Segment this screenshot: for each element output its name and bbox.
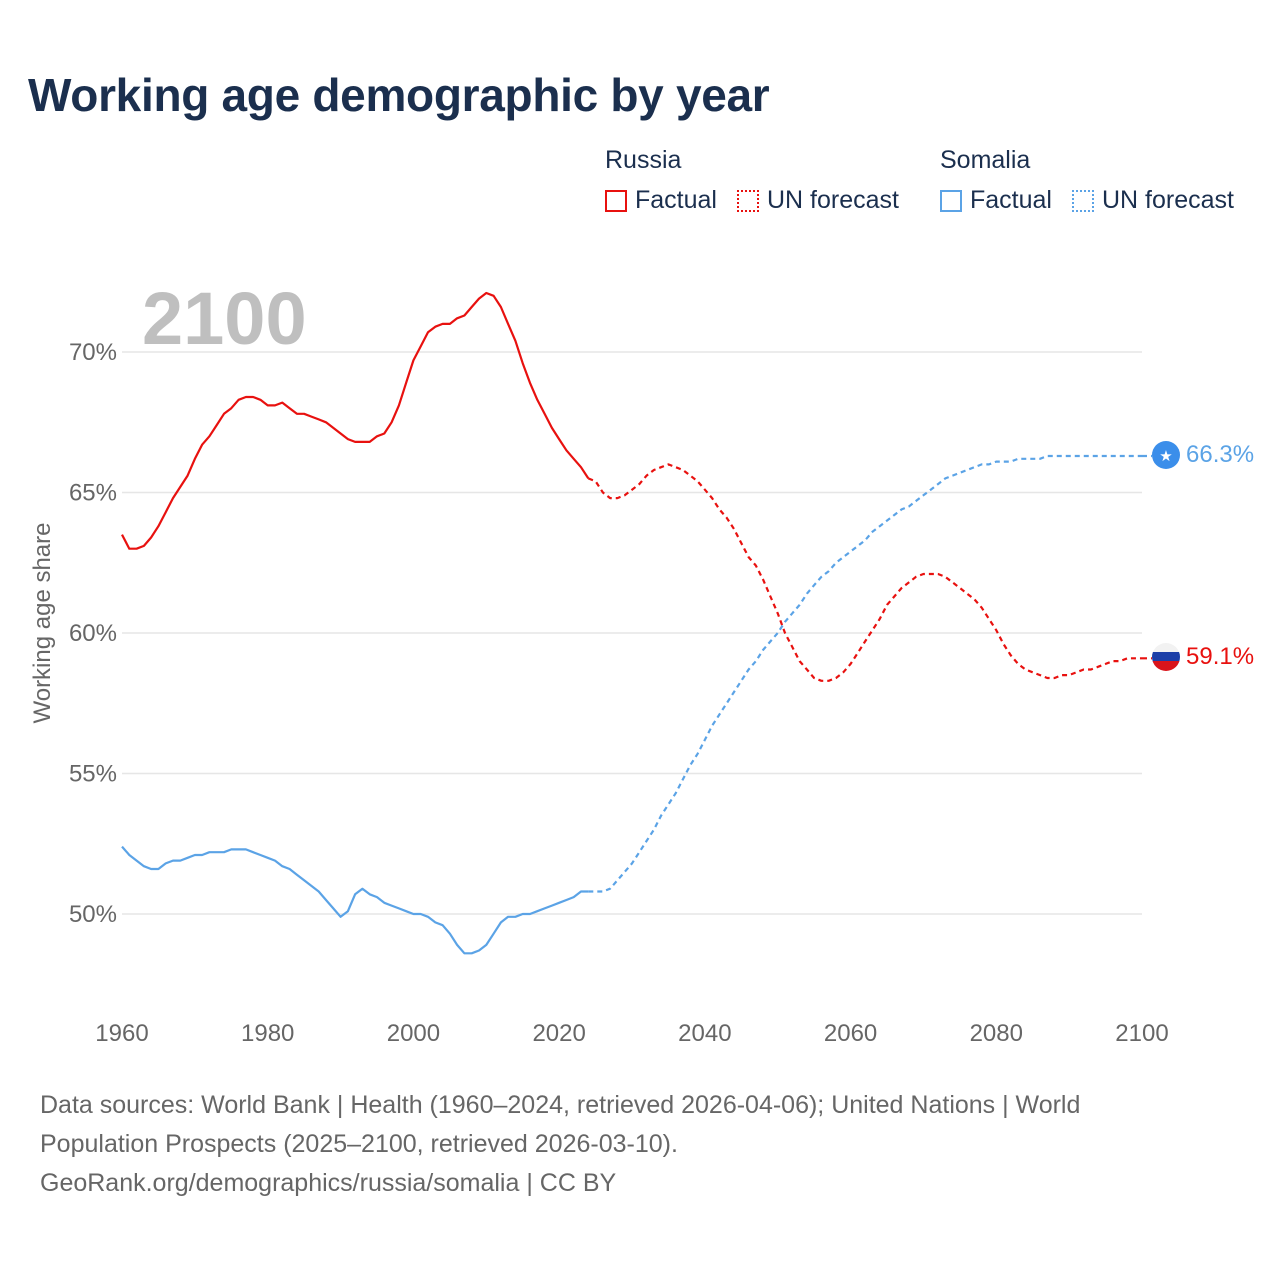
legend-swatch-russia-forecast <box>737 189 759 212</box>
x-tick-label: 2000 <box>387 1020 440 1047</box>
x-tick-label: 2020 <box>532 1020 585 1047</box>
y-tick-label: 50% <box>69 901 117 928</box>
russia-flag-marker[interactable] <box>1152 643 1180 671</box>
footer-sources: Data sources: World Bank | Health (1960–… <box>40 1086 1240 1203</box>
y-tick-label: 60% <box>69 620 117 647</box>
legend-label-somalia-factual: Factual <box>970 186 1052 214</box>
legend-group-russia: Russia <box>605 146 682 174</box>
legend-label-russia-factual: Factual <box>635 186 717 214</box>
legend-swatch-somalia-factual <box>940 189 962 212</box>
legend-somalia-factual[interactable]: Factual <box>940 186 1052 215</box>
somalia-star-icon: ★ <box>1159 447 1172 465</box>
chart-title: Working age demographic by year <box>28 69 770 121</box>
legend-somalia-forecast[interactable]: UN forecast <box>1072 186 1234 215</box>
legend-label-russia-forecast: UN forecast <box>767 186 899 214</box>
legend-group-somalia: Somalia <box>940 146 1031 174</box>
year-watermark: 2100 <box>142 277 307 360</box>
legend-russia-forecast[interactable]: UN forecast <box>737 186 899 215</box>
x-tick-label: 1980 <box>241 1020 294 1047</box>
series-line-somalia-forecast[interactable] <box>588 454 1142 893</box>
x-tick-label: 2040 <box>678 1020 731 1047</box>
footer-line-3[interactable]: GeoRank.org/demographics/russia/somalia … <box>40 1169 617 1197</box>
line-chart: 2100 50% 55% 60% 65% 70% 1960 1980 2000 2020 204… <box>29 277 1254 1047</box>
series-line-russia-factual[interactable] <box>121 291 590 550</box>
footer-line-1: Data sources: World Bank | Health (1960–… <box>40 1091 1081 1119</box>
russia-end-label: 59.1% <box>1186 643 1254 670</box>
legend-russia-factual[interactable]: Factual <box>605 186 717 215</box>
x-tick-label: 2060 <box>824 1020 877 1047</box>
y-axis-label: Working age share <box>29 523 56 724</box>
x-tick-label: 1960 <box>95 1020 148 1047</box>
legend-swatch-russia-factual <box>605 189 627 212</box>
y-tick-label: 55% <box>69 761 117 788</box>
series-line-somalia-factual[interactable] <box>121 845 589 955</box>
y-tick-label: 70% <box>69 339 117 366</box>
footer-line-2: Population Prospects (2025–2100, retriev… <box>40 1130 678 1158</box>
legend-label-somalia-forecast: UN forecast <box>1102 186 1234 214</box>
somalia-end-label: 66.3% <box>1186 441 1254 468</box>
legend-swatch-somalia-forecast <box>1072 189 1094 212</box>
x-tick-label: 2100 <box>1115 1020 1168 1047</box>
y-tick-label: 65% <box>69 480 117 507</box>
somalia-end-marker[interactable] <box>1152 441 1180 469</box>
x-tick-label: 2080 <box>970 1020 1023 1047</box>
series-line-russia-forecast[interactable] <box>587 463 1142 682</box>
